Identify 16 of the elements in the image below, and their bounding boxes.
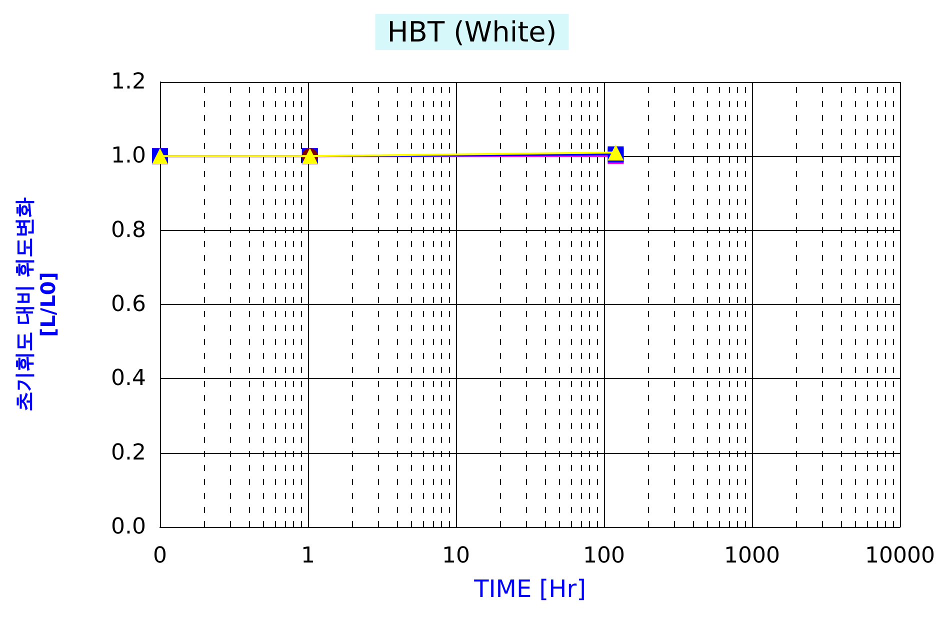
y-tick-label: 0.0 — [111, 514, 146, 540]
x-tick-label: 100 — [583, 544, 625, 568]
x-axis-title: TIME [Hr] — [473, 575, 586, 603]
x-tick-label: 10 — [442, 544, 470, 568]
x-tick-label: 1000 — [724, 544, 780, 568]
y-tick-label: 0.4 — [111, 366, 146, 392]
chart-title: HBT (White) — [387, 16, 557, 48]
y-tick-label: 1.0 — [111, 144, 146, 169]
x-tick-label: 1 — [301, 544, 315, 568]
y-tick-label: 0.6 — [111, 292, 146, 317]
y-axis-title: 초기휘도 대비 휘도변화 [L/L0] — [12, 198, 60, 412]
y-tick-label: 0.2 — [111, 440, 146, 466]
x-tick-label: 10000 — [865, 544, 935, 568]
x-tick-label: 0 — [153, 544, 167, 568]
y-tick-label: 0.8 — [111, 218, 146, 243]
y-tick-label: 1.2 — [111, 70, 146, 94]
